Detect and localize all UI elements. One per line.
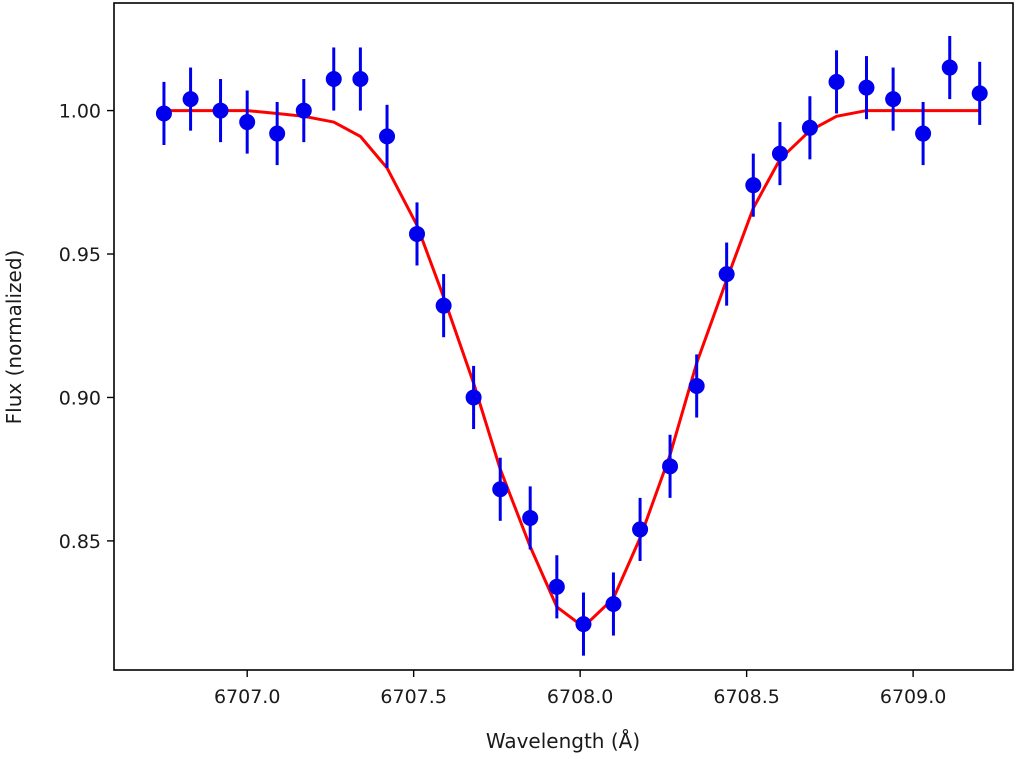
y-axis-label: Flux (normalized) <box>2 250 26 425</box>
data-point <box>828 73 845 90</box>
plot-frame <box>113 2 1014 671</box>
data-point <box>548 578 565 595</box>
data-point <box>352 71 369 88</box>
data-point <box>885 91 902 108</box>
x-tick-label: 6708.5 <box>713 686 779 708</box>
data-point <box>492 481 509 498</box>
data-point <box>688 377 705 394</box>
data-point <box>941 59 958 76</box>
data-point <box>212 102 229 119</box>
x-axis: 6707.0 6707.5 6708.0 6708.5 6709.0 <box>214 670 946 708</box>
data-point <box>295 102 312 119</box>
data-point <box>239 114 256 131</box>
x-tick-label: 6709.0 <box>880 686 946 708</box>
data-point <box>575 616 592 633</box>
data-point <box>325 71 342 88</box>
y-tick-label: 0.90 <box>59 387 101 409</box>
y-tick-label: 0.95 <box>59 244 101 266</box>
data-points-layer <box>155 35 988 656</box>
y-tick-label: 1.00 <box>59 101 101 123</box>
x-tick-label: 6708.0 <box>547 686 613 708</box>
data-point <box>718 266 735 283</box>
data-point <box>801 119 818 136</box>
x-tick-label: 6707.0 <box>214 686 280 708</box>
data-point <box>155 105 172 122</box>
x-axis-label: Wavelength (Å) <box>486 729 640 753</box>
data-point <box>465 389 482 406</box>
data-point <box>971 85 988 102</box>
data-point <box>745 177 762 194</box>
data-point <box>435 297 452 314</box>
data-point <box>632 521 649 538</box>
data-point <box>379 128 396 145</box>
y-tick-label: 0.85 <box>59 531 101 553</box>
data-point <box>771 145 788 162</box>
data-point <box>408 225 425 242</box>
data-point <box>858 79 875 96</box>
data-point <box>662 458 679 475</box>
data-point <box>269 125 286 142</box>
y-axis: 0.85 0.90 0.95 1.00 <box>59 101 114 553</box>
data-point <box>522 509 539 526</box>
plot-area <box>114 3 1013 670</box>
data-point <box>915 125 932 142</box>
x-tick-label: 6707.5 <box>380 686 446 708</box>
data-point <box>182 91 199 108</box>
data-point <box>605 596 622 613</box>
